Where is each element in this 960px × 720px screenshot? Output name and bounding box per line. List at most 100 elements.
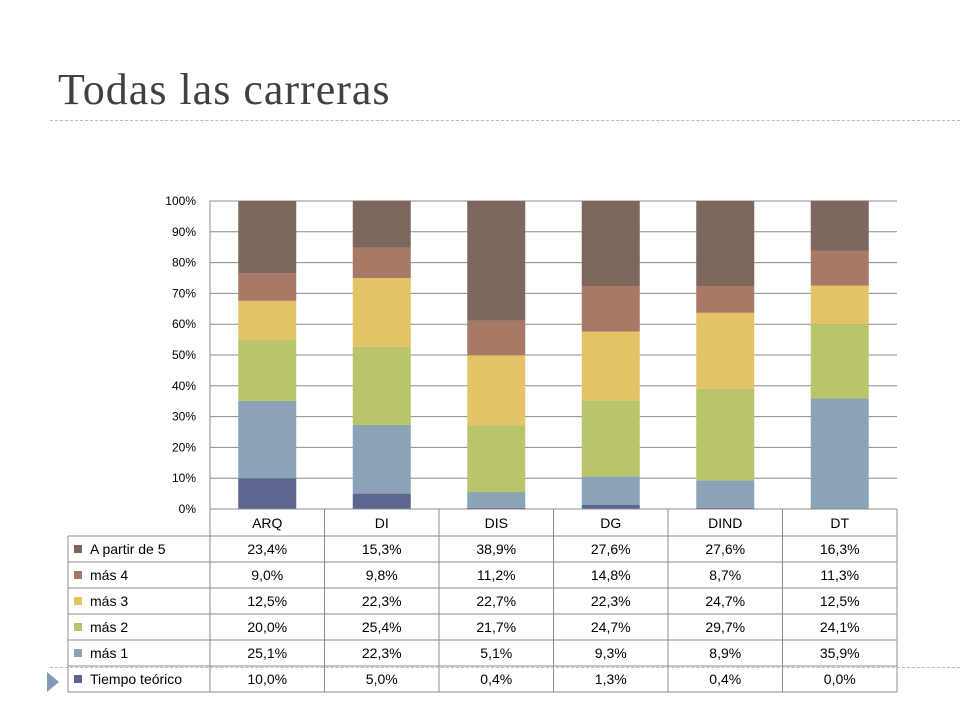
bar-segment bbox=[352, 200, 411, 248]
bar-segment bbox=[352, 346, 411, 425]
bar-segment bbox=[467, 201, 526, 321]
y-tick-label: 60% bbox=[172, 317, 196, 331]
bar-segment bbox=[810, 398, 869, 509]
y-tick-label: 20% bbox=[172, 440, 196, 454]
y-tick-label: 0% bbox=[179, 502, 197, 516]
series-label: más 4 bbox=[90, 567, 128, 583]
slide-title: Todas las carreras bbox=[58, 65, 391, 114]
bar-segment bbox=[467, 355, 526, 426]
bar-segment bbox=[810, 285, 869, 325]
bar-segment bbox=[352, 493, 411, 509]
data-table-cell: 22,3% bbox=[362, 593, 402, 609]
bar-segment bbox=[238, 273, 297, 301]
bar-segment bbox=[581, 331, 640, 401]
data-table-cell: 12,5% bbox=[820, 593, 860, 609]
data-table-cell: 20,0% bbox=[247, 619, 287, 635]
category-label: DG bbox=[600, 515, 621, 531]
data-table-cell: 0,4% bbox=[709, 671, 741, 687]
y-tick-label: 40% bbox=[172, 379, 196, 393]
data-table-cell: 35,9% bbox=[820, 645, 860, 661]
data-table-cell: 24,7% bbox=[705, 593, 745, 609]
data-table-cell: 16,3% bbox=[820, 541, 860, 557]
bar-segment bbox=[696, 312, 755, 389]
bar-segment bbox=[810, 324, 869, 399]
series-label: Tiempo teórico bbox=[90, 671, 182, 687]
y-tick-label: 50% bbox=[172, 348, 196, 362]
bar-segment bbox=[581, 476, 640, 505]
bullet-arrow-icon bbox=[47, 672, 59, 692]
data-table-cell: 11,2% bbox=[477, 567, 516, 583]
data-table-cell: 25,4% bbox=[362, 619, 402, 635]
data-table-cell: 21,7% bbox=[476, 619, 516, 635]
data-table-cell: 25,1% bbox=[247, 645, 287, 661]
y-tick-label: 30% bbox=[172, 410, 196, 424]
bar-segment bbox=[352, 424, 411, 494]
data-table-cell: 38,9% bbox=[476, 541, 516, 557]
bar-segment bbox=[467, 492, 526, 508]
data-table-cell: 0,4% bbox=[480, 671, 512, 687]
bar-segment bbox=[696, 388, 755, 481]
data-table-cell: 5,0% bbox=[366, 671, 398, 687]
data-table-cell: 15,3% bbox=[362, 541, 402, 557]
data-table-cell: 29,7% bbox=[705, 619, 745, 635]
y-tick-label: 100% bbox=[165, 194, 196, 208]
category-label: DT bbox=[830, 515, 849, 531]
series-label: más 1 bbox=[90, 645, 128, 661]
bar-segment bbox=[352, 247, 411, 278]
series-label: A partir de 5 bbox=[90, 541, 166, 557]
bar-segment bbox=[581, 286, 640, 332]
category-label: DI bbox=[375, 515, 389, 531]
legend-swatch bbox=[74, 649, 82, 657]
bar-segment bbox=[352, 278, 411, 347]
bar-segment bbox=[810, 200, 869, 251]
y-tick-label: 10% bbox=[172, 471, 196, 485]
legend-swatch bbox=[74, 675, 82, 683]
data-table-cell: 22,7% bbox=[476, 593, 516, 609]
bar-segment bbox=[467, 507, 526, 509]
data-table-cell: 23,4% bbox=[247, 541, 287, 557]
series-label: más 3 bbox=[90, 593, 128, 609]
bar-segment bbox=[238, 201, 297, 274]
data-table-cell: 9,8% bbox=[366, 567, 398, 583]
bar-segment bbox=[581, 400, 640, 477]
data-table-cell: 27,6% bbox=[591, 541, 631, 557]
data-table-cell: 9,0% bbox=[251, 567, 283, 583]
data-table-cell: 8,9% bbox=[709, 645, 741, 661]
bar-segment bbox=[810, 250, 869, 286]
data-table-cell: 24,7% bbox=[591, 619, 631, 635]
bar-segment bbox=[581, 504, 640, 509]
data-table-cell: 22,3% bbox=[362, 645, 402, 661]
category-label: DIND bbox=[708, 515, 742, 531]
legend-swatch bbox=[74, 597, 82, 605]
data-table-cell: 1,3% bbox=[595, 671, 627, 687]
y-tick-label: 70% bbox=[172, 286, 196, 300]
bar-segment bbox=[696, 201, 755, 287]
legend-swatch bbox=[74, 623, 82, 631]
data-table-cell: 0,0% bbox=[824, 671, 856, 687]
footer-divider bbox=[50, 667, 960, 668]
bar-segment bbox=[238, 400, 297, 479]
bar-segment bbox=[467, 320, 526, 356]
bar-segment bbox=[696, 480, 755, 508]
data-table-cell: 12,5% bbox=[247, 593, 287, 609]
data-table-cell: 10,0% bbox=[247, 671, 287, 687]
legend-swatch bbox=[74, 571, 82, 579]
data-table-cell: 14,8% bbox=[591, 567, 631, 583]
data-table-cell: 24,1% bbox=[820, 619, 860, 635]
data-table-cell: 11,3% bbox=[820, 567, 859, 583]
bar-segment bbox=[238, 339, 297, 401]
bar-segment bbox=[696, 507, 755, 509]
bar-segment bbox=[467, 425, 526, 493]
data-table-cell: 5,1% bbox=[480, 645, 512, 661]
series-label: más 2 bbox=[90, 619, 128, 635]
y-tick-label: 80% bbox=[172, 256, 196, 270]
data-table-cell: 27,6% bbox=[705, 541, 745, 557]
bar-segment bbox=[238, 478, 297, 509]
category-label: ARQ bbox=[252, 515, 282, 531]
data-table-cell: 8,7% bbox=[709, 567, 741, 583]
title-divider bbox=[50, 120, 960, 121]
category-label: DIS bbox=[485, 515, 508, 531]
bar-segment bbox=[696, 286, 755, 313]
y-tick-label: 90% bbox=[172, 225, 196, 239]
